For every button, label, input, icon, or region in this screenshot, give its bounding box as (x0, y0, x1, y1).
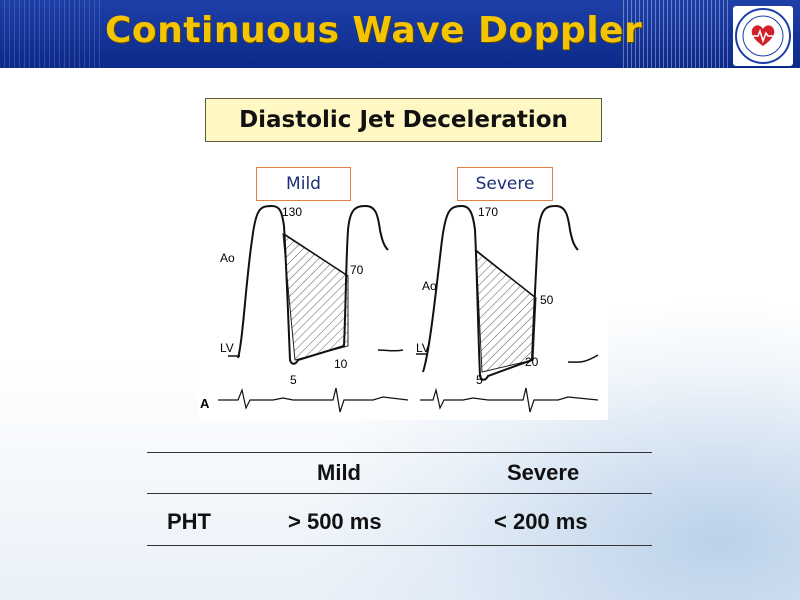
severe-deceleration-line (474, 249, 537, 299)
table-cell-severe: < 200 ms (494, 509, 588, 534)
header-stripes-right (620, 0, 730, 68)
severe-low-right-label: 20 (525, 355, 539, 369)
mild-end-label: 70 (350, 263, 364, 277)
tag-severe: Severe (457, 167, 553, 201)
mild-ao-label: Ao (220, 251, 235, 265)
mild-velocity-trace (237, 204, 389, 365)
table-bottom-rule (147, 545, 652, 546)
mild-low-left-label: 5 (290, 373, 297, 387)
society-logo (733, 6, 793, 66)
panel-severe: 170 50 5 20 Ao LV (416, 204, 599, 413)
tag-mild: Mild (256, 167, 351, 201)
severe-end-label: 50 (540, 293, 554, 307)
severe-velocity-trace (422, 204, 579, 381)
table-header-mild: Mild (317, 460, 361, 485)
subtitle-box: Diastolic Jet Deceleration (205, 98, 602, 142)
mild-low-right-label: 10 (334, 357, 348, 371)
table-header-rule (147, 493, 652, 494)
header-stripes-left (0, 0, 100, 68)
severe-ecg-trace (420, 387, 599, 413)
table-top-rule (147, 452, 652, 453)
severe-lv-trace (416, 353, 599, 363)
severe-ao-label: Ao (422, 279, 437, 293)
header-bar: Continuous Wave Doppler (0, 0, 800, 68)
doppler-waveform-diagram: 130 70 5 10 Ao LV A 170 50 5 20 Ao LV (200, 204, 599, 413)
mild-peak-label: 130 (282, 205, 302, 219)
table-header-severe: Severe (507, 460, 580, 485)
panel-letter: A (200, 396, 210, 411)
mild-lv-trace (228, 349, 404, 357)
severe-low-left-label: 5 (476, 373, 483, 387)
logo-seal-icon (735, 8, 791, 64)
panel-mild: 130 70 5 10 Ao LV A (200, 204, 409, 413)
mild-lv-label: LV (220, 341, 234, 355)
table-cell-mild: > 500 ms (288, 509, 382, 534)
mild-deceleration-line (283, 233, 349, 277)
mild-ecg-trace (218, 387, 409, 413)
severe-lv-label: LV (416, 341, 430, 355)
severe-peak-label: 170 (478, 205, 498, 219)
slide-title: Continuous Wave Doppler (105, 10, 643, 51)
table-row-label: PHT (167, 509, 211, 534)
